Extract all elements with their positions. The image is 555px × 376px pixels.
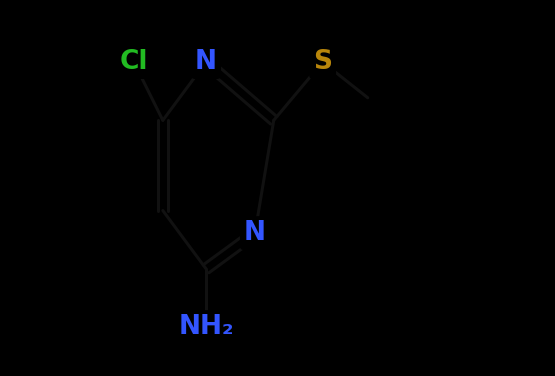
Text: N: N — [195, 49, 217, 75]
Text: Cl: Cl — [120, 49, 148, 75]
Text: NH₂: NH₂ — [178, 314, 234, 340]
Text: S: S — [313, 49, 332, 75]
Text: N: N — [244, 220, 266, 246]
